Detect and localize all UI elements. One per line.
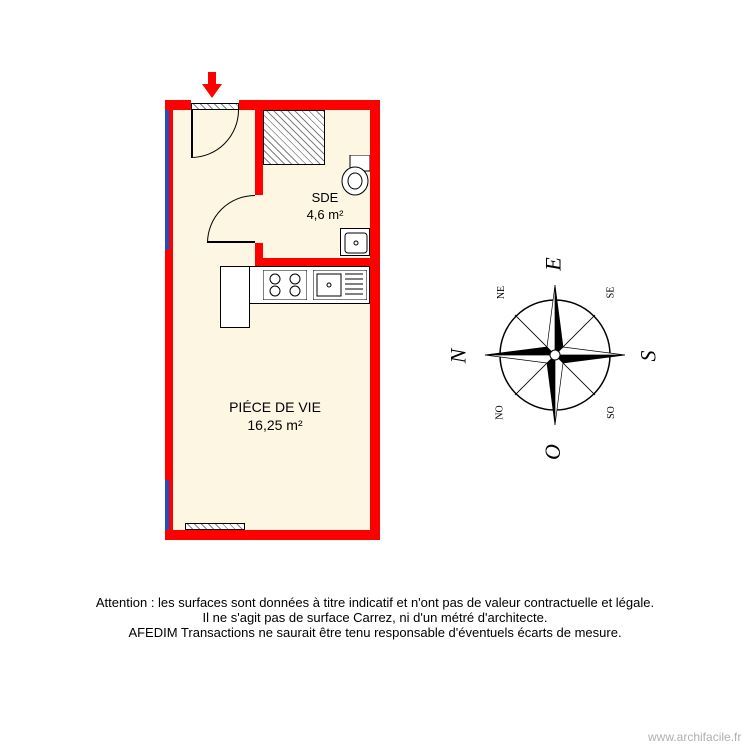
sde-door-leaf	[207, 241, 255, 243]
watermark-url: www.archifacile.fr	[648, 730, 741, 744]
shower-fixture	[263, 110, 325, 165]
disclaimer-line1: Attention : les surfaces sont données à …	[0, 595, 750, 610]
compass-s: S	[636, 351, 662, 362]
wall-left-blue-bot	[165, 480, 169, 530]
disclaimer-line3: AFEDIM Transactions ne saurait être tenu…	[0, 625, 750, 640]
compass-e: E	[541, 257, 567, 270]
page-canvas: SDE 4,6 m² PIÉCE DE VIE 16,25 m²	[0, 0, 750, 750]
label-sde: SDE 4,6 m²	[290, 190, 360, 224]
sde-door-opening	[255, 195, 263, 243]
compass-rose-icon: N E S O NE SE SO NO	[465, 265, 645, 445]
window-bottom	[185, 523, 245, 530]
compass-so: SO	[606, 406, 617, 419]
entry-threshold	[191, 103, 239, 110]
pdv-name: PIÉCE DE VIE	[210, 398, 340, 416]
wall-bottom	[165, 530, 380, 540]
sde-door-arc	[207, 195, 255, 243]
entry-door-leaf	[191, 110, 193, 158]
sde-wall-bottom	[255, 258, 372, 266]
label-piece-de-vie: PIÉCE DE VIE 16,25 m²	[210, 398, 340, 434]
compass-ne: NE	[496, 286, 507, 299]
sde-area: 4,6 m²	[290, 207, 360, 224]
compass-no: NO	[495, 405, 506, 419]
kitchen-sink-fixture	[313, 270, 367, 300]
entry-door-arc	[191, 110, 239, 158]
wall-right	[370, 100, 380, 540]
sde-sink-fixture	[340, 228, 370, 256]
disclaimer-text: Attention : les surfaces sont données à …	[0, 595, 750, 640]
pdv-area: 16,25 m²	[210, 416, 340, 434]
sde-name: SDE	[290, 190, 360, 207]
wall-left-blue-top	[165, 110, 169, 250]
disclaimer-line2: Il ne s'agit pas de surface Carrez, ni d…	[0, 610, 750, 625]
compass-se: SE	[605, 287, 616, 299]
compass-n: N	[445, 349, 471, 364]
floor-plan	[165, 100, 380, 540]
entry-opening	[191, 100, 239, 103]
kitchen-counter-return	[220, 266, 250, 328]
compass-o: O	[540, 444, 566, 460]
cooktop-fixture	[263, 270, 307, 300]
